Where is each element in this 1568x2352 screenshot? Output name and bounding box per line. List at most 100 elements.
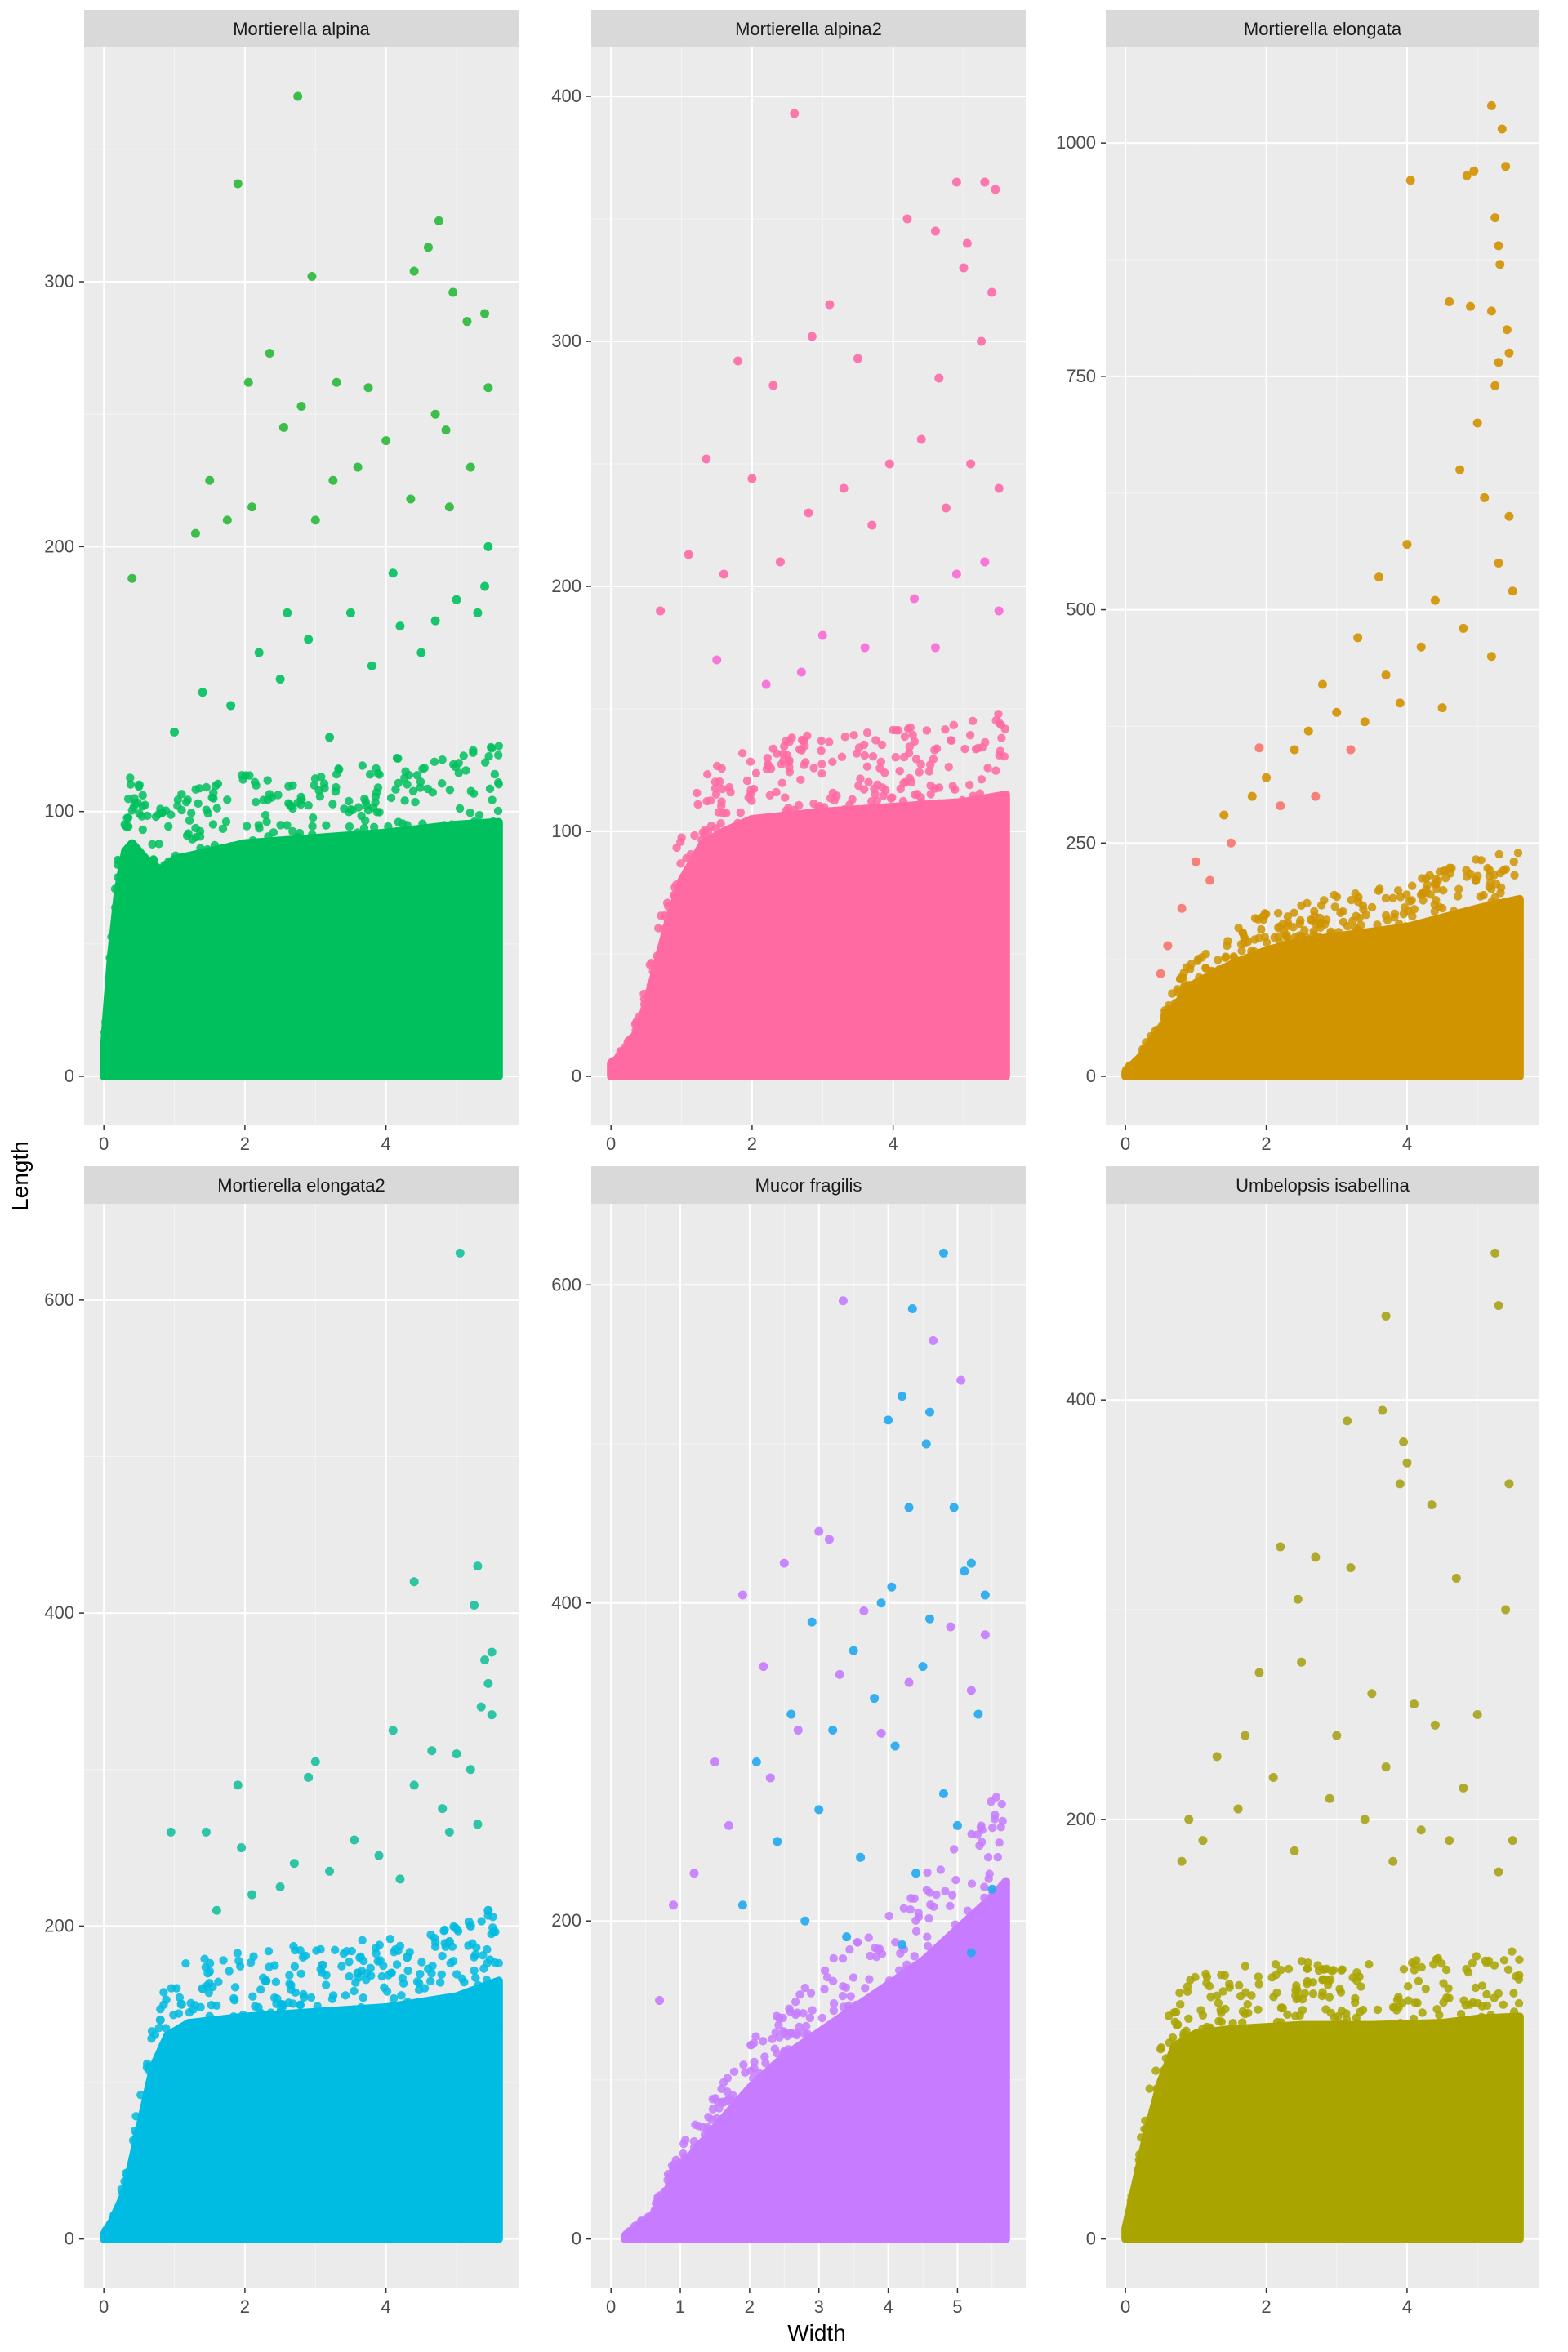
data-point <box>770 2065 779 2074</box>
x-tick-label: 4 <box>883 2296 893 2317</box>
x-tick-label: 2 <box>1261 2296 1271 2317</box>
data-point <box>246 2056 256 2065</box>
data-point <box>782 737 791 746</box>
data-point <box>308 813 318 822</box>
data-point <box>890 1741 900 1751</box>
data-point <box>930 643 940 653</box>
data-point <box>487 744 497 753</box>
data-point <box>218 2028 228 2037</box>
data-point <box>433 2050 442 2059</box>
data-point <box>947 1891 957 1900</box>
data-point <box>817 760 826 768</box>
data-point <box>808 831 817 840</box>
data-point <box>466 1765 475 1775</box>
data-point <box>1353 898 1363 906</box>
data-point <box>1214 956 1223 964</box>
data-point <box>279 2017 289 2027</box>
data-point <box>332 873 341 883</box>
data-point <box>768 2073 777 2082</box>
data-point <box>169 2011 178 2020</box>
data-point <box>357 845 366 854</box>
data-point <box>997 1799 1006 1809</box>
data-point <box>1262 2047 1271 2056</box>
data-point <box>400 796 409 805</box>
data-point <box>155 2015 165 2025</box>
data-point <box>350 1986 359 1996</box>
data-point <box>1329 1966 1339 1975</box>
data-point <box>783 875 793 884</box>
x-tick-label: 2 <box>1261 1134 1271 1154</box>
data-point <box>717 797 726 806</box>
data-point <box>470 1966 479 1976</box>
data-point <box>1254 2046 1263 2055</box>
data-point <box>330 1945 340 1954</box>
data-point <box>345 822 354 831</box>
data-point <box>1135 2150 1144 2159</box>
data-point <box>1374 2022 1383 2031</box>
data-point <box>131 887 140 896</box>
data-point <box>795 800 804 810</box>
data-point <box>418 764 427 773</box>
data-point <box>1292 1981 1301 1990</box>
data-point <box>1247 791 1257 801</box>
data-point <box>349 845 358 854</box>
data-point <box>998 1943 1008 1952</box>
data-point <box>493 870 502 879</box>
data-point <box>786 1709 796 1719</box>
data-point <box>240 2051 249 2060</box>
data-point <box>321 1980 331 1989</box>
data-point <box>880 849 890 858</box>
facet-title: Mortierella alpina2 <box>735 19 882 39</box>
data-point <box>101 1017 110 1027</box>
data-point <box>133 798 142 808</box>
data-point <box>1418 874 1427 883</box>
facet-strip <box>84 10 519 47</box>
data-point <box>191 785 200 794</box>
data-point <box>1401 931 1410 941</box>
data-layer <box>1121 1248 1524 2243</box>
data-point <box>693 788 702 798</box>
data-point <box>987 1823 997 1833</box>
data-point <box>449 829 458 838</box>
facet-title: Mortierella elongata <box>1244 19 1402 39</box>
data-point <box>760 2052 769 2061</box>
data-point <box>956 1976 964 1984</box>
data-point <box>1405 2020 1414 2029</box>
data-point <box>299 2034 308 2044</box>
data-point <box>1177 973 1186 982</box>
x-axis-title: Width <box>787 2320 846 2345</box>
data-point <box>909 802 919 811</box>
data-point <box>987 287 997 297</box>
data-point <box>978 1825 987 1834</box>
data-point <box>105 953 114 962</box>
data-point <box>947 736 956 745</box>
data-point <box>1402 939 1411 948</box>
data-point <box>493 806 503 816</box>
data-point <box>830 2051 840 2060</box>
data-point <box>1312 946 1321 956</box>
data-point <box>190 528 200 538</box>
data-point <box>1228 2018 1237 2028</box>
data-point <box>363 861 372 870</box>
data-point <box>1200 993 1210 1002</box>
data-point <box>374 1851 384 1860</box>
data-point <box>1479 942 1488 952</box>
data-point <box>1227 985 1236 994</box>
data-point <box>255 889 264 898</box>
y-tick-label: 0 <box>1086 2229 1096 2249</box>
data-point <box>485 2034 494 2043</box>
data-point <box>959 263 969 273</box>
data-point <box>876 1598 886 1608</box>
data-point <box>407 2008 416 2018</box>
data-point <box>930 746 939 755</box>
data-point <box>1490 893 1499 902</box>
data-point <box>825 300 835 310</box>
data-point <box>487 1710 497 1720</box>
data-point <box>706 2134 715 2143</box>
data-point <box>1297 2039 1307 2049</box>
data-point <box>784 2057 793 2066</box>
data-point <box>434 871 444 880</box>
data-point <box>1290 2073 1300 2082</box>
data-point <box>818 2034 828 2042</box>
data-point <box>886 794 896 804</box>
